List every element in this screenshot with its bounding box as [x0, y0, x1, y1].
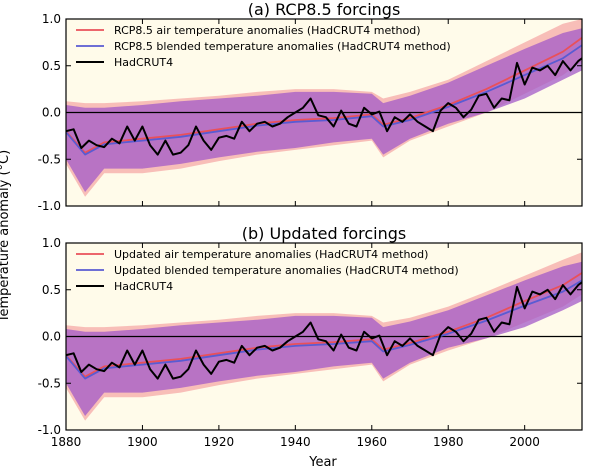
x-tick-label: 1920: [204, 435, 235, 449]
legend-label-blended: RCP8.5 blended temperature anomalies (Ha…: [114, 40, 451, 53]
plot-area: [66, 19, 582, 197]
y-axis-label: Temperature anomaly (°C): [0, 150, 12, 323]
y-tick-label: -0.5: [38, 376, 61, 390]
hadcrut-series-line: [66, 281, 582, 380]
x-tick-label: 2000: [509, 435, 540, 449]
panel-a: -1.0 -0.5 0.0 0.5 1.0 (a) RCP8.5 forcings RCP8…: [38, 0, 583, 213]
air-series-line: [66, 272, 582, 378]
legend-label-hadcrut: HadCRUT4: [114, 56, 173, 69]
air-series-line: [66, 36, 582, 154]
x-tick-label: 1900: [127, 435, 158, 449]
legend-label-blended: Updated blended temperature anomalies (H…: [114, 264, 459, 277]
plot-area: [66, 252, 582, 421]
panel-b: -1.0 -0.5 0.0 0.5 1.0 1880 1900 1920 1940 1960 198…: [38, 224, 583, 449]
y-tick-label: 1.0: [42, 12, 61, 26]
y-tick-label: -1.0: [38, 199, 61, 213]
x-tick-label: 1880: [51, 435, 82, 449]
y-tick-label: 0.0: [42, 106, 61, 120]
y-tick-label: 0.0: [42, 330, 61, 344]
panel-title: (a) RCP8.5 forcings: [248, 0, 401, 19]
x-tick-label: 1940: [280, 435, 311, 449]
blended-uncertainty-band: [66, 261, 582, 416]
y-tick-label: 0.5: [42, 283, 61, 297]
blended-uncertainty-band: [66, 28, 582, 192]
panel-title: (b) Updated forcings: [242, 224, 406, 243]
hadcrut-series-line: [66, 57, 582, 156]
y-tick-label: 1.0: [42, 236, 61, 250]
x-axis-label: Year: [308, 455, 337, 470]
y-tick-label: -0.5: [38, 152, 61, 166]
y-tick-label: -1.0: [38, 423, 61, 437]
y-tick-label: 0.5: [42, 59, 61, 73]
blended-series-line: [66, 44, 582, 156]
x-tick-label: 1960: [357, 435, 388, 449]
legend-label-air: RCP8.5 air temperature anomalies (HadCRU…: [114, 24, 421, 37]
legend-label-air: Updated air temperature anomalies (HadCR…: [114, 248, 428, 261]
legend-label-hadcrut: HadCRUT4: [114, 280, 173, 293]
blended-series-line: [66, 279, 582, 380]
x-tick-label: 1980: [433, 435, 464, 449]
